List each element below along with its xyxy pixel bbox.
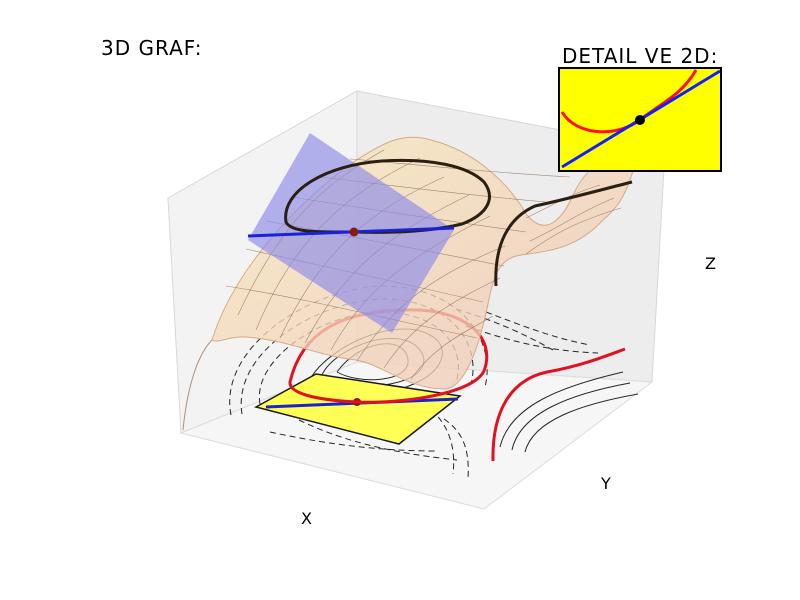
inset-point: [635, 115, 645, 125]
surface-underside-edge: [182, 339, 213, 431]
y-axis-label: Y: [600, 474, 611, 493]
contour-solid-4: [499, 371, 624, 448]
chart-title-2d: DETAIL VE 2D:: [562, 44, 718, 68]
grid-line-7: [383, 277, 501, 369]
grid-line-6: [356, 245, 506, 362]
grid-line-8: [410, 315, 494, 380]
x-axis-label: X: [301, 509, 312, 528]
inset-2d-detail: DETAIL VE 2D:: [558, 44, 722, 172]
contour-dashed-5: [298, 419, 458, 461]
contour-dashed-6: [443, 418, 469, 479]
grid-line-14: [225, 285, 478, 339]
contour-solid-6: [524, 393, 639, 453]
contour-dashed-7: [430, 409, 455, 475]
level-curve-open: [494, 180, 633, 287]
projected-patch: [253, 373, 462, 445]
tangent-point-3d: [349, 227, 359, 237]
chart-title-3d: 3D GRAF:: [101, 36, 202, 60]
grid-line-17: [525, 207, 622, 255]
contour-dashed-9: [485, 311, 591, 346]
z-axis-label: Z: [705, 254, 716, 273]
grid-line-16: [529, 197, 615, 242]
projected-curve-open: [491, 347, 626, 462]
contour-solid-5: [511, 382, 631, 451]
contour-dashed-4: [269, 431, 437, 452]
